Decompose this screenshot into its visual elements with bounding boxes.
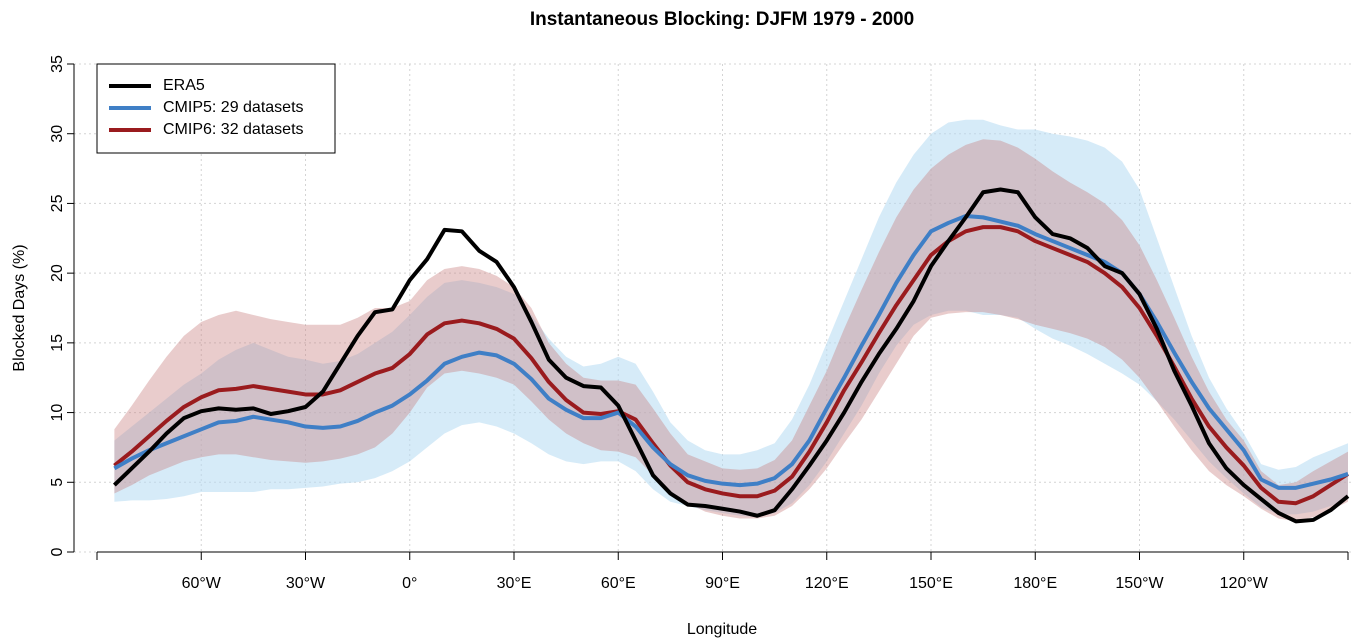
- y-tick-label: 25: [49, 194, 66, 212]
- x-tick-label: 180°E: [1013, 575, 1057, 592]
- legend-label: ERA5: [163, 77, 205, 94]
- x-axis-label: Longitude: [687, 621, 757, 638]
- y-tick-label: 5: [49, 478, 66, 487]
- x-tick-label: 30°E: [497, 575, 532, 592]
- y-tick-label: 30: [49, 125, 66, 143]
- y-tick-label: 10: [49, 404, 66, 422]
- y-tick-label: 0: [49, 547, 66, 556]
- line: [112, 187, 1350, 524]
- y-tick-label: 15: [49, 334, 66, 352]
- y-axis-label: Blocked Days (%): [11, 244, 28, 371]
- x-tick-label: 120°E: [805, 575, 849, 592]
- y-tick-label: 20: [49, 264, 66, 282]
- chart-title: Instantaneous Blocking: DJFM 1979 - 2000: [530, 9, 914, 30]
- x-tick-label: 90°E: [705, 575, 740, 592]
- x-tick-label: 60°E: [601, 575, 636, 592]
- y-tick-label: 35: [49, 55, 66, 73]
- x-tick-label: 30°W: [286, 575, 326, 592]
- legend-label: CMIP6: 32 datasets: [163, 121, 304, 138]
- x-tick-label: 60°W: [182, 575, 222, 592]
- x-tick-label: 0°: [402, 575, 417, 592]
- x-tick-label: 120°W: [1220, 575, 1269, 592]
- x-tick-label: 150°W: [1115, 575, 1164, 592]
- x-tick-label: 150°E: [909, 575, 953, 592]
- legend-label: CMIP5: 29 datasets: [163, 99, 304, 116]
